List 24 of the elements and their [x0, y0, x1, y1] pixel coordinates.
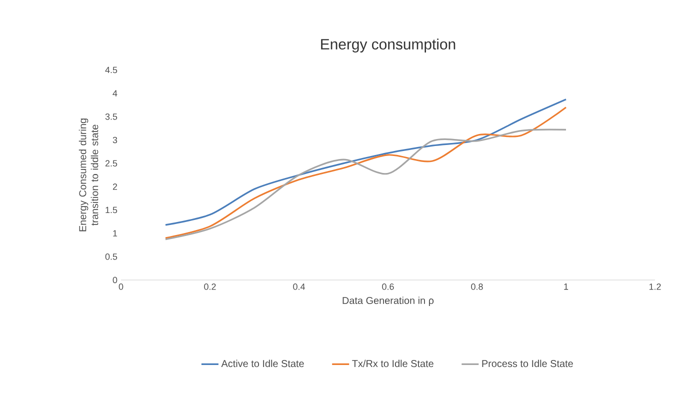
legend-label: Tx/Rx to Idle State [352, 360, 434, 368]
y-tick-label: 4 [112, 90, 118, 96]
x-axis-title: Data Generation in ρ [342, 296, 434, 306]
x-tick-label: 0.4 [293, 284, 305, 290]
y-tick-label: 1.5 [106, 206, 118, 214]
y-tick-label: 2.5 [105, 160, 118, 167]
x-tick-label: 1 [564, 284, 568, 290]
chart-title: Energy consumption [321, 38, 456, 52]
y-tick-label: 3 [112, 136, 118, 144]
y-tick-label: 1 [113, 230, 118, 236]
x-tick-label: 0 [118, 284, 124, 290]
y-tick-label: 4.5 [105, 66, 118, 74]
y-axis-title: Energy Consumed during transition to iddle state [78, 118, 98, 232]
x-tick-label: 0.2 [204, 284, 216, 290]
y-tick-label: 3.5 [105, 113, 118, 120]
legend-label: Process to Idle State [482, 360, 573, 368]
x-tick-label: 1.2 [649, 284, 661, 290]
legend-label: Active to Idle State [221, 360, 304, 368]
y-tick-label: 0.5 [105, 253, 118, 260]
x-tick-label: 0.8 [471, 284, 483, 290]
x-tick-label: 0.6 [382, 284, 394, 290]
y-tick-label: 2 [112, 184, 118, 190]
line-series [164, 128, 567, 240]
y-tick-label: 0 [112, 276, 118, 284]
